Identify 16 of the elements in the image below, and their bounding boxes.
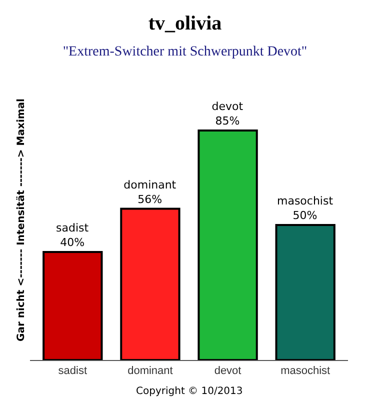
data-label: sadist 40% xyxy=(56,222,90,249)
data-label: masochist 50% xyxy=(276,194,334,222)
text: Copyright © 10/2013 xyxy=(136,386,243,397)
bar xyxy=(120,208,180,360)
bar xyxy=(42,251,103,360)
bar xyxy=(275,224,336,360)
data-label: dominant 56% xyxy=(124,178,177,206)
x-tick-label: devot xyxy=(214,365,242,378)
y-axis-title: Gar nicht <------- Intensität -------> Maximal xyxy=(16,98,27,342)
chart-title: tv_olivia xyxy=(148,12,222,34)
bar xyxy=(198,129,258,360)
x-tick-label: dominant xyxy=(128,365,173,378)
data-label: devot 85% xyxy=(212,100,244,128)
chart-subtitle: "Extrem-Switcher mit Schwerpunkt Devot" xyxy=(62,44,308,60)
x-tick-label: sadist xyxy=(58,365,88,378)
x-tick-label: masochist xyxy=(280,365,330,378)
